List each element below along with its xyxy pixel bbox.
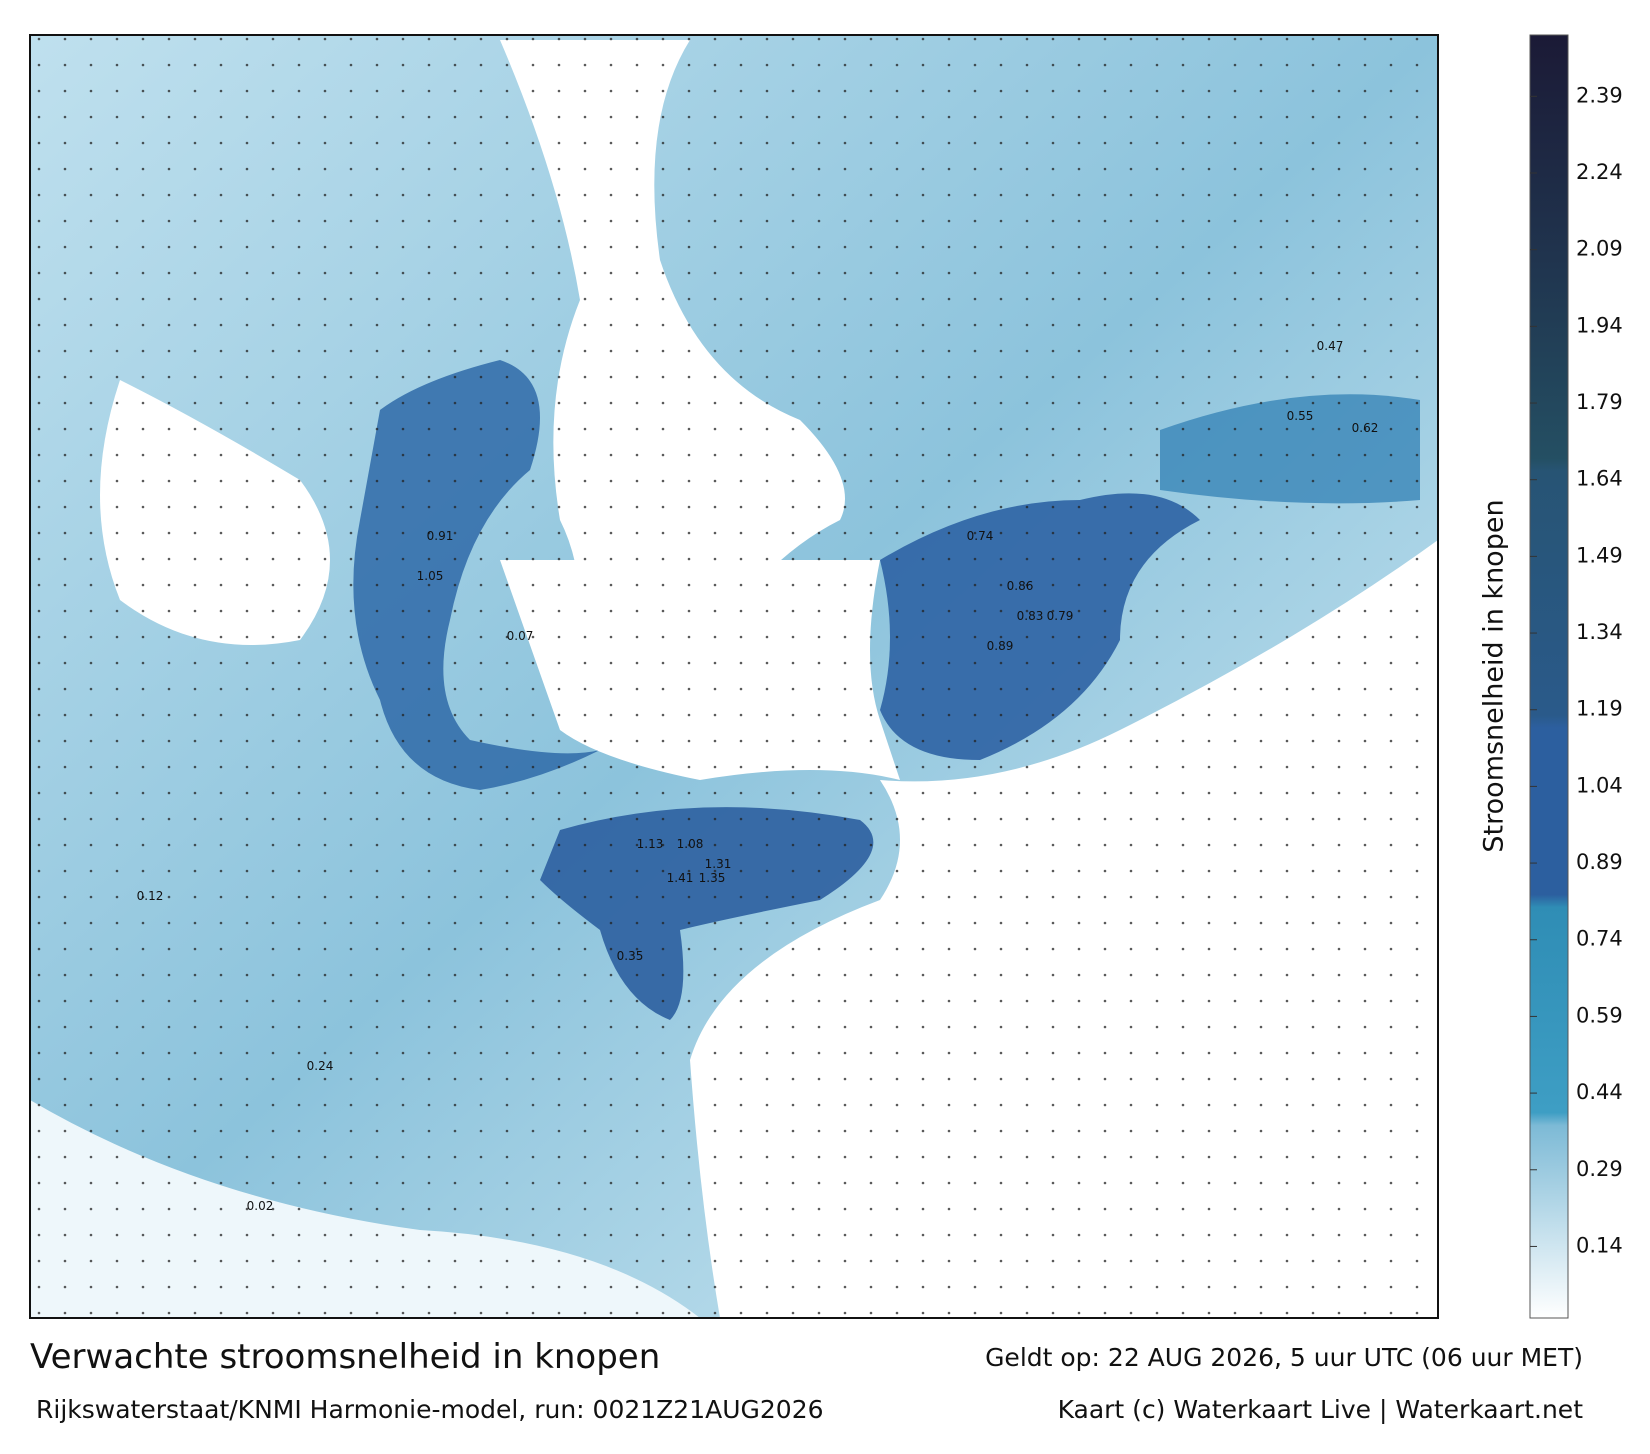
map-label: 0.55 — [1287, 409, 1314, 423]
map-label: 0.12 — [137, 889, 164, 903]
colorbar-tick-label: 0.74 — [1576, 927, 1623, 951]
map — [30, 35, 1438, 1318]
map-label: 0.35 — [617, 949, 644, 963]
colorbar-tick-label: 1.49 — [1576, 543, 1623, 567]
colorbar-tick-label: 1.64 — [1576, 467, 1623, 491]
colorbar-tick-label: 0.14 — [1576, 1233, 1623, 1257]
map-label: 1.31 — [705, 857, 732, 871]
map-label: 0.74 — [967, 529, 994, 543]
map-label: 1.05 — [417, 569, 444, 583]
colorbar-tick-label: 2.09 — [1576, 237, 1623, 261]
colorbar-tick-label: 0.89 — [1576, 850, 1623, 874]
colorbar-tick-label: 2.39 — [1576, 83, 1623, 107]
map-label: 0.86 — [1007, 579, 1034, 593]
map-label: 0.02 — [247, 1199, 274, 1213]
colorbar-tick-label: 1.94 — [1576, 313, 1623, 337]
map-label: 0.24 — [307, 1059, 334, 1073]
colorbar-label: Stroomsnelheid in knopen — [1479, 499, 1510, 852]
colorbar — [1529, 34, 1569, 1319]
vector-grid — [30, 35, 1438, 1318]
map-label: 0.91 — [427, 529, 454, 543]
colorbar-tick-label: 1.19 — [1576, 697, 1623, 721]
map-frame — [29, 34, 1439, 1319]
map-label: 0.47 — [1317, 339, 1344, 353]
colorbar-tick-label: 1.79 — [1576, 390, 1623, 414]
colorbar-ticks: 0.14 0.29 0.44 0.59 0.74 0.89 1.04 1.19 1.34 1.49… — [1530, 83, 1623, 1257]
map-label: 1.41 — [667, 871, 694, 885]
colorbar-tick-label: 2.24 — [1576, 160, 1623, 184]
map-label: 1.13 — [637, 837, 664, 851]
subtitle: Rijkswaterstaat/KNMI Harmonie-model, run… — [36, 1395, 824, 1424]
colorbar-tick-label: 0.29 — [1576, 1157, 1623, 1181]
colorbar-tick-label: 0.44 — [1576, 1080, 1623, 1104]
map-label: 0.83 — [1017, 609, 1044, 623]
title: Verwachte stroomsnelheid in knopen — [30, 1337, 660, 1377]
valid-time: Geldt op: 22 AUG 2026, 5 uur UTC (06 uur… — [985, 1343, 1583, 1372]
colorbar-tick-label: 0.59 — [1576, 1003, 1623, 1027]
map-label: 0.89 — [987, 639, 1014, 653]
credit: Kaart (c) Waterkaart Live | Waterkaart.n… — [1058, 1395, 1584, 1424]
map-label: 0.62 — [1352, 421, 1379, 435]
map-label: 0.79 — [1047, 609, 1074, 623]
map-labels: 1.41 1.35 1.13 1.081.31 1.05 0.91 0.86 0.89 0.83… — [137, 339, 1379, 1213]
colorbar-tick-label: 1.34 — [1576, 620, 1623, 644]
map-label: 1.35 — [699, 871, 726, 885]
colorbar-tick-label: 1.04 — [1576, 773, 1623, 797]
map-label: 0.07 — [507, 629, 534, 643]
map-label: 1.08 — [677, 837, 704, 851]
